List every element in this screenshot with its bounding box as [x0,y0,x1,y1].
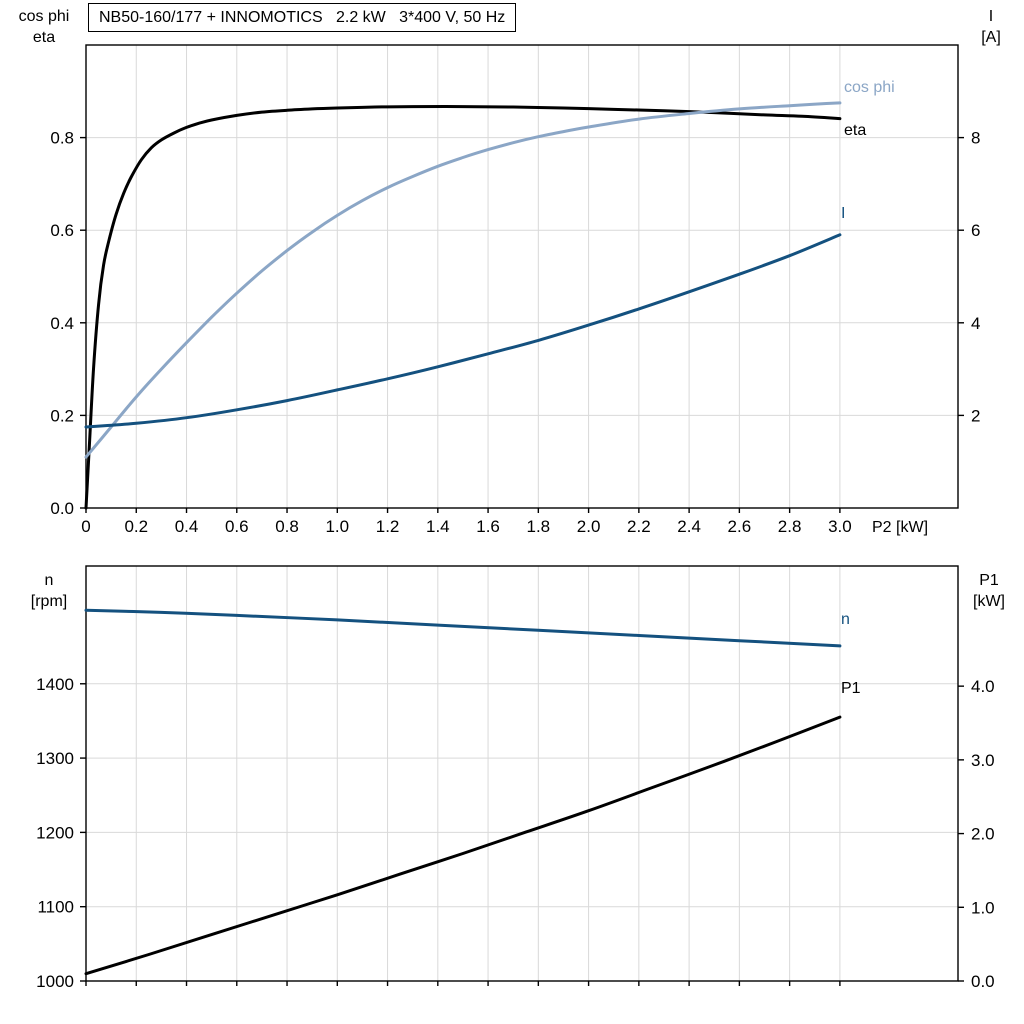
left-tick-label: 1300 [36,749,74,768]
series-eta [84,105,842,510]
top-right-axis-title: I [A] [962,6,1020,48]
right-tick-label: 3.0 [971,751,995,770]
axis-title-eta: eta [32,29,56,46]
x-tick-label: 0.8 [275,517,299,536]
right-tick-label: 2.0 [971,825,995,844]
left-tick-label: 1000 [36,972,74,991]
curve-label-speed: n [841,611,850,628]
plot-border [85,44,959,509]
left-tick-label: 1200 [36,823,74,842]
curve-label-eta: eta [844,122,867,139]
x-tick-label: 2.2 [627,517,651,536]
x-tick-label: 1.8 [527,517,551,536]
x-tick-label: 2.0 [577,517,601,536]
axis-title-current: I [988,8,994,25]
series-P1 [84,715,842,976]
series-I [84,233,842,429]
x-tick-label: 0 [81,517,90,536]
left-tick-label: 0.0 [50,499,74,518]
axis-title-speed-unit: [rpm] [30,593,68,610]
bottom-left-axis-title: n [rpm] [12,570,86,612]
bottom-right-axis-title: P1 [kW] [958,570,1020,612]
right-tick-label: 1.0 [971,898,995,917]
x-axis-label: P2 [kW] [872,519,929,536]
x-tick-label: 2.8 [778,517,802,536]
top-left-axis-title: cos phi eta [5,6,83,48]
right-tick-label: 2 [971,406,980,425]
x-tick-label: 1.6 [476,517,500,536]
chart-title-box: NB50-160/177 + INNOMOTICS 2.2 kW 3*400 V… [88,3,517,32]
axis-title-cos-phi: cos phi [18,8,70,25]
series-cos-phi [84,101,842,459]
axis-title-power: P1 [979,572,999,589]
bottom-chart: 1000 1100 1200 1300 1400 0.0 1.0 2.0 3.0 4.0 [36,565,995,991]
left-tick-label: 0.6 [50,221,74,240]
axis-title-current-unit: [A] [981,29,1001,46]
x-tick-label: 0.4 [175,517,199,536]
left-tick-label: 1400 [36,675,74,694]
x-tick-label: 0.6 [225,517,249,536]
left-tick-label: 0.4 [50,314,74,333]
axis-title-speed: n [44,572,54,589]
x-tick-label: 0.2 [124,517,148,536]
series-n [84,608,842,648]
top-chart: 0.0 0.2 0.4 0.6 0.8 2 4 6 8 0 0.2 0.4 0.6 0.8 1.0 1.2 1.… [50,44,980,536]
axis-title-power-unit: [kW] [973,593,1005,610]
curve-label-power: P1 [841,680,861,697]
curve-label-cos-phi: cos phi [844,79,895,96]
x-tick-label: 1.4 [426,517,450,536]
right-tick-label: 4.0 [971,677,995,696]
left-tick-label: 1100 [37,898,74,917]
x-tick-label: 2.4 [677,517,701,536]
right-tick-label: 0.0 [971,972,995,991]
plot-border [85,565,959,982]
right-tick-label: 6 [971,221,980,240]
x-tick-label: 2.6 [728,517,752,536]
x-tick-label: 1.0 [325,517,349,536]
curve-label-current: I [841,205,846,222]
right-tick-label: 8 [971,129,980,148]
x-tick-label: 1.2 [376,517,400,536]
left-tick-label: 0.8 [50,129,74,148]
left-tick-label: 0.2 [50,406,74,425]
x-tick-label: 3.0 [828,517,852,536]
right-tick-label: 4 [971,314,980,333]
